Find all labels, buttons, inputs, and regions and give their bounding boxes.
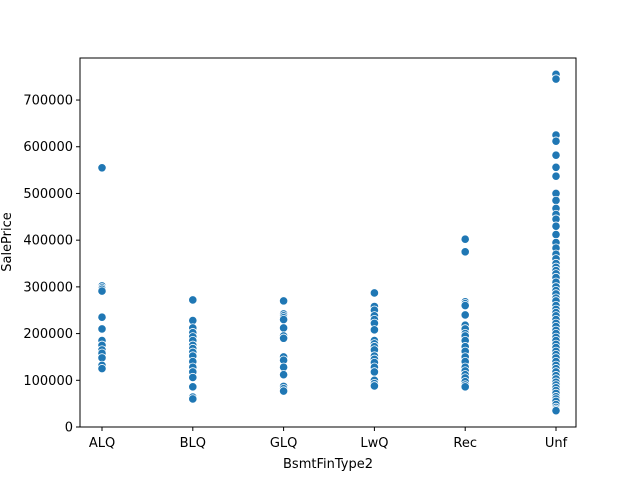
data-point <box>551 74 561 84</box>
data-point <box>369 367 379 377</box>
points-layer <box>97 69 561 416</box>
data-point <box>369 325 379 335</box>
x-tick-label: Unf <box>545 436 568 451</box>
data-point <box>551 136 561 146</box>
x-tick-label: GLQ <box>270 436 298 451</box>
data-point <box>278 386 289 396</box>
data-point <box>188 295 198 305</box>
data-point <box>460 382 470 392</box>
data-point <box>551 195 561 206</box>
data-point <box>278 314 289 325</box>
data-point <box>188 372 198 383</box>
y-tick-label: 100000 <box>23 374 73 389</box>
data-point <box>278 370 289 380</box>
data-point <box>97 163 107 173</box>
data-point <box>369 381 379 391</box>
data-point <box>369 288 379 298</box>
y-tick-label: 600000 <box>23 140 73 155</box>
data-point <box>97 286 107 296</box>
data-point <box>278 296 289 306</box>
data-point <box>278 323 289 333</box>
data-point <box>97 312 107 322</box>
x-tick-label: Rec <box>453 436 477 451</box>
y-tick-label: 500000 <box>23 187 73 202</box>
y-tick-label: 0 <box>65 421 73 436</box>
x-tick-label: ALQ <box>89 436 115 451</box>
plot-frame <box>79 57 577 428</box>
y-tick-label: 200000 <box>23 327 73 342</box>
y-axis-ticks: 0 100000 200000 300000 400000 500000 600000 700… <box>23 94 80 436</box>
data-point <box>460 247 470 257</box>
data-point <box>551 171 561 181</box>
y-axis-label: SalePrice <box>0 212 15 272</box>
data-point <box>551 150 561 160</box>
data-point <box>460 300 470 311</box>
data-point <box>551 406 561 416</box>
data-point <box>460 234 470 244</box>
x-axis-label: BsmtFinType2 <box>283 457 373 472</box>
data-point <box>188 382 198 392</box>
data-point <box>97 364 107 374</box>
data-point <box>278 333 289 343</box>
y-tick-label: 700000 <box>23 94 73 109</box>
data-point <box>551 221 561 231</box>
data-point <box>551 162 561 172</box>
x-tick-label: BLQ <box>180 436 206 451</box>
data-point <box>460 310 470 320</box>
data-point <box>188 394 198 404</box>
x-tick-label: LwQ <box>360 436 388 451</box>
data-point <box>97 324 107 334</box>
y-tick-label: 300000 <box>23 280 73 295</box>
y-tick-label: 400000 <box>23 234 73 249</box>
data-point <box>551 229 561 240</box>
x-axis-ticks: ALQ BLQ GLQ LwQ Rec Unf <box>89 427 568 451</box>
